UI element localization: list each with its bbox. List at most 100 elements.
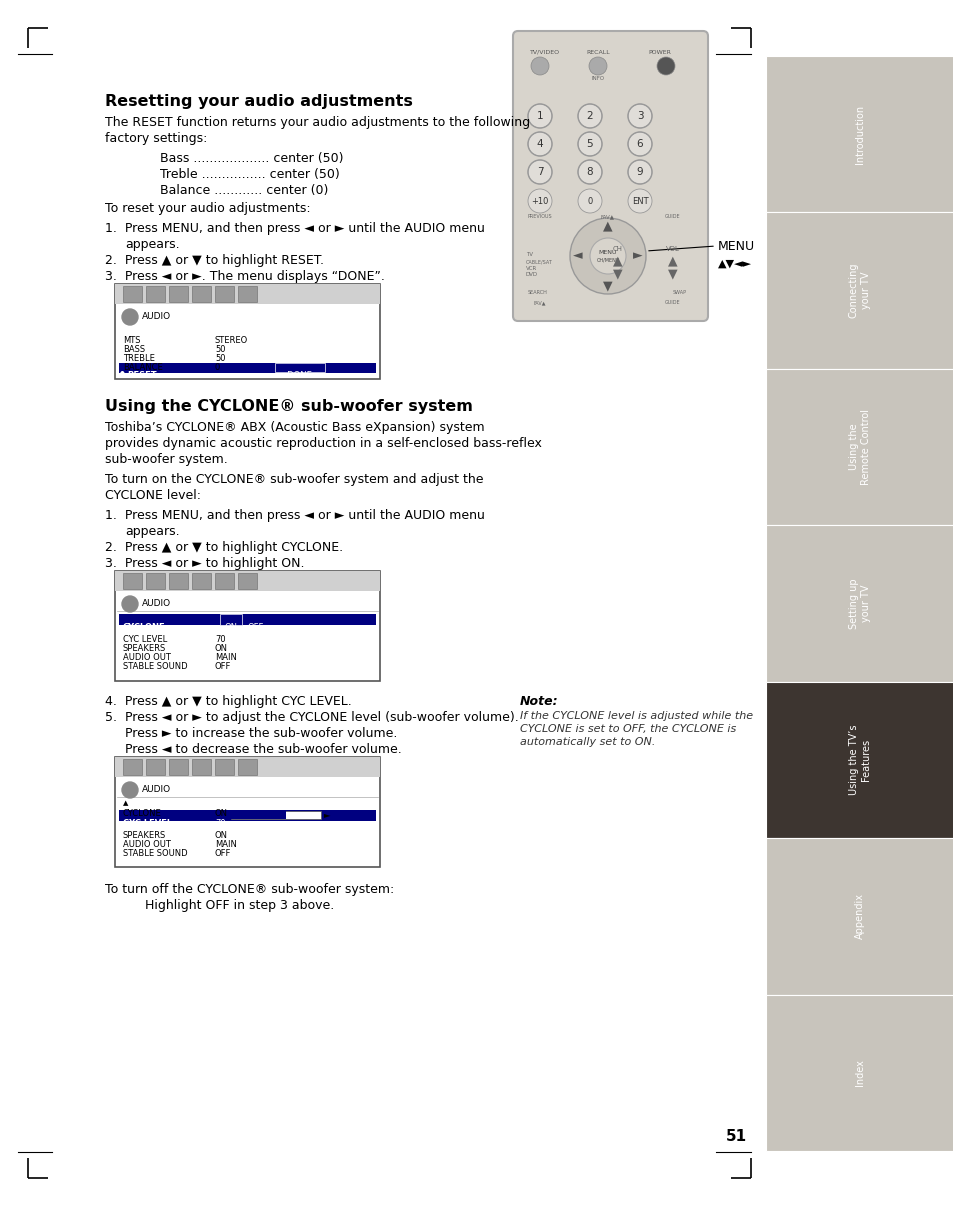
Bar [237,286,256,302]
Text: MENU: MENU [598,251,617,256]
Text: SPEAKERS: SPEAKERS [123,831,166,841]
Circle shape [578,131,601,156]
Text: 0: 0 [214,363,220,371]
Bar [765,681,953,838]
Text: 3: 3 [636,111,642,121]
Text: FAV▲: FAV▲ [600,213,615,219]
Text: Introduction: Introduction [854,105,864,164]
Text: RESET: RESET [127,371,156,380]
Text: Connecting
your TV: Connecting your TV [848,263,870,318]
Circle shape [122,309,138,324]
Text: TV: TV [525,252,533,257]
Text: 8: 8 [586,166,593,177]
Text: 4.  Press ▲ or ▼ to highlight CYC LEVEL.: 4. Press ▲ or ▼ to highlight CYC LEVEL. [105,695,352,708]
Bar [115,283,379,379]
Circle shape [578,104,601,128]
Circle shape [122,781,138,798]
Text: CH: CH [613,246,622,252]
Text: VOL: VOL [665,246,679,252]
Text: MAIN: MAIN [214,652,236,662]
Text: 1: 1 [537,111,543,121]
Text: POWER: POWER [647,49,670,55]
Text: ENT: ENT [631,197,648,205]
Text: 70: 70 [214,819,226,829]
Circle shape [578,160,601,185]
Bar [237,573,256,589]
Bar [123,759,142,775]
Circle shape [527,131,552,156]
Circle shape [627,160,651,185]
Text: 51: 51 [724,1129,746,1144]
Bar [192,759,211,775]
Text: AUDIO: AUDIO [142,312,171,321]
Text: FAV▲: FAV▲ [533,300,546,305]
Text: 9: 9 [636,166,642,177]
Text: 6: 6 [636,139,642,150]
Text: ON: ON [224,624,237,632]
Text: 5.  Press ◄ or ► to adjust the CYCLONE level (sub-woofer volume).: 5. Press ◄ or ► to adjust the CYCLONE le… [105,712,518,724]
Circle shape [627,104,651,128]
Text: 2.  Press ▲ or ▼ to highlight RESET.: 2. Press ▲ or ▼ to highlight RESET. [105,254,324,267]
Bar [214,286,233,302]
Text: ▼: ▼ [667,268,677,281]
Bar [765,55,953,212]
Text: ◄: ◄ [573,250,582,263]
Bar [119,363,375,373]
FancyBboxPatch shape [513,31,707,321]
Text: OFF: OFF [214,662,232,671]
Bar [169,759,188,775]
Bar [765,369,953,526]
Text: CYCLONE: CYCLONE [123,809,162,818]
Text: Note:: Note: [519,695,558,708]
Text: ▼: ▼ [602,280,612,293]
Bar [119,614,375,625]
Text: Highlight OFF in step 3 above.: Highlight OFF in step 3 above. [145,898,334,912]
Text: provides dynamic acoustic reproduction in a self-enclosed bass-reflex: provides dynamic acoustic reproduction i… [105,437,541,450]
Text: ON: ON [214,644,228,652]
Bar [192,573,211,589]
Text: 3.  Press ◄ or ► to highlight ON.: 3. Press ◄ or ► to highlight ON. [105,557,304,570]
Bar [765,526,953,681]
Text: Appendix: Appendix [854,894,864,939]
Text: BASS: BASS [123,345,145,355]
Text: SPEAKERS: SPEAKERS [123,644,166,652]
Text: CYCLONE: CYCLONE [123,624,166,632]
Text: SWAP: SWAP [672,289,686,295]
Text: 3.  Press ◄ or ►. The menu displays “DONE”.: 3. Press ◄ or ►. The menu displays “DONE… [105,270,384,283]
Bar [765,212,953,369]
Text: Press ► to increase the sub-woofer volume.: Press ► to increase the sub-woofer volum… [125,727,397,740]
Text: INFO: INFO [591,76,604,81]
Text: DVD: DVD [525,273,537,277]
Bar [214,759,233,775]
Text: STEREO: STEREO [214,336,248,345]
Bar [123,286,142,302]
Text: factory settings:: factory settings: [105,131,207,145]
Text: If the CYCLONE level is adjusted while the: If the CYCLONE level is adjusted while t… [519,712,752,721]
Bar [115,570,379,681]
Text: PREVIOUS: PREVIOUS [527,213,552,219]
Text: CYC LEVEL: CYC LEVEL [123,636,167,644]
Text: appears.: appears. [125,238,179,251]
Bar [115,283,379,304]
Text: STABLE SOUND: STABLE SOUND [123,849,188,857]
Circle shape [527,160,552,185]
Text: Using the TV’s
Features: Using the TV’s Features [848,725,870,795]
Text: +10: +10 [531,197,548,205]
Text: Resetting your audio adjustments: Resetting your audio adjustments [105,94,413,109]
Bar [231,810,320,819]
Text: OFF: OFF [214,849,232,857]
Text: MENU: MENU [718,240,755,252]
Bar [231,810,286,819]
Text: Using the CYCLONE® sub-woofer system: Using the CYCLONE® sub-woofer system [105,399,473,414]
Text: Toshiba’s CYCLONE® ABX (Acoustic Bass eXpansion) system: Toshiba’s CYCLONE® ABX (Acoustic Bass eX… [105,421,484,434]
Bar [192,286,211,302]
Bar [214,573,233,589]
Text: ►: ► [324,810,330,820]
Text: To turn on the CYCLONE® sub-woofer system and adjust the: To turn on the CYCLONE® sub-woofer syste… [105,473,483,486]
Text: 5: 5 [586,139,593,150]
Bar [123,573,142,589]
Text: ON: ON [214,809,228,818]
Text: Balance ............ center (0): Balance ............ center (0) [160,185,328,197]
Text: 4: 4 [537,139,543,150]
Bar [220,614,242,625]
